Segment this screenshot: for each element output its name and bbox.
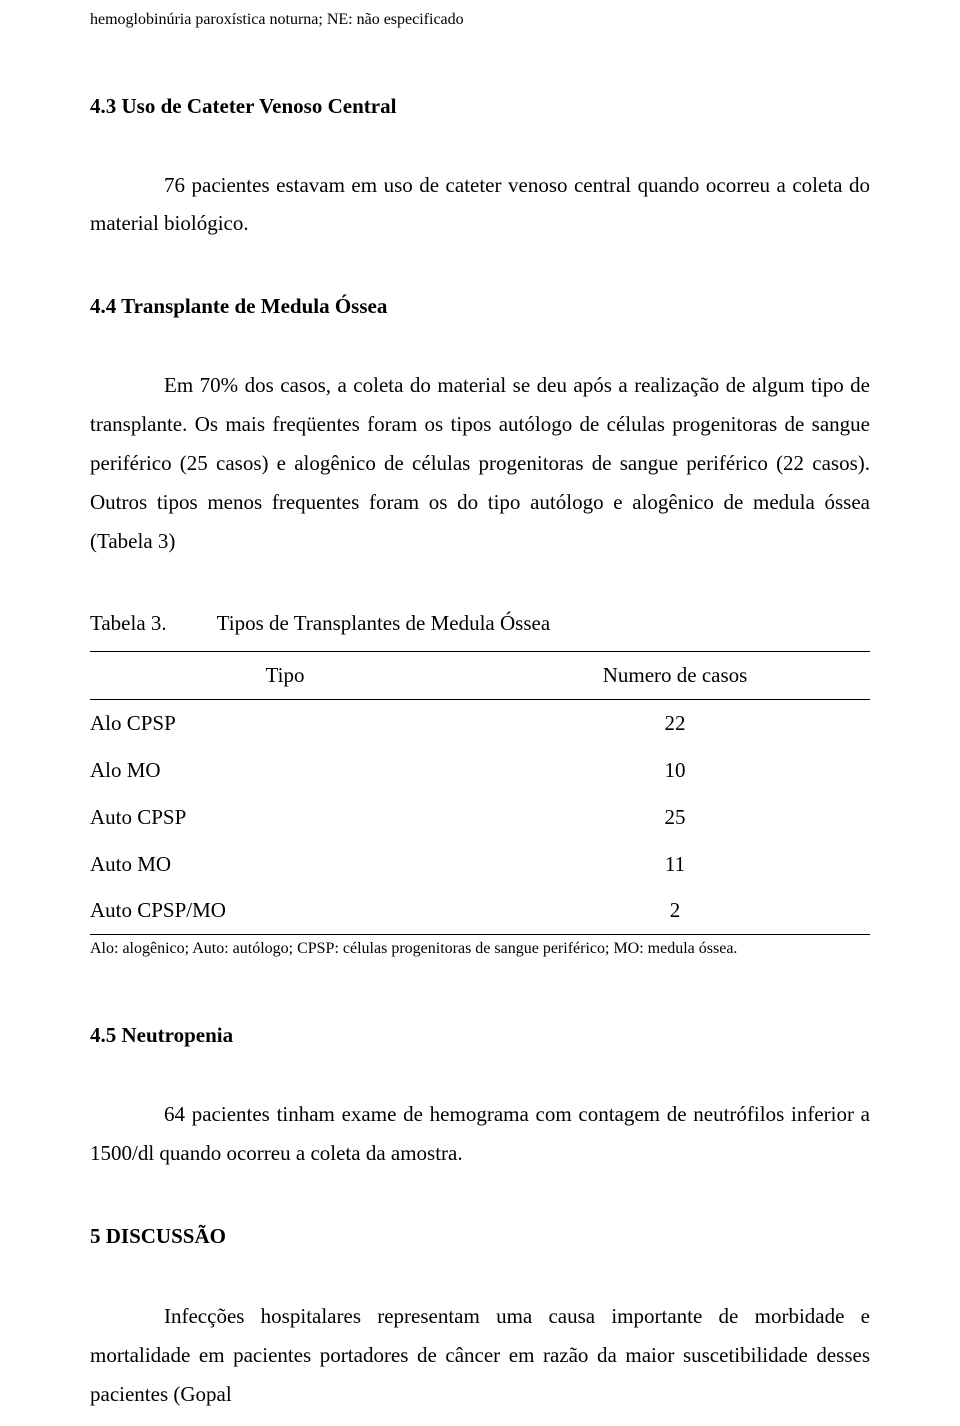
table-3: Tipo Numero de casos Alo CPSP 22 Alo MO … xyxy=(90,651,870,935)
paragraph-4-4: Em 70% dos casos, a coleta do material s… xyxy=(90,366,870,560)
table-3-footnote: Alo: alogênico; Auto: autólogo; CPSP: cé… xyxy=(90,939,870,960)
paragraph-4-3: 76 pacientes estavam em uso de cateter v… xyxy=(90,166,870,244)
paragraph-4-3-text: 76 pacientes estavam em uso de cateter v… xyxy=(90,173,870,236)
cell-num: 25 xyxy=(480,794,870,841)
cell-num: 22 xyxy=(480,700,870,747)
paragraph-5: Infecções hospitalares representam uma c… xyxy=(90,1297,870,1414)
document-page: hemoglobinúria paroxística noturna; NE: … xyxy=(0,0,960,1414)
paragraph-4-5-text: 64 pacientes tinham exame de hemograma c… xyxy=(90,1102,870,1165)
table-row: Auto CPSP/MO 2 xyxy=(90,887,870,934)
cell-type: Auto CPSP xyxy=(90,794,480,841)
paragraph-5-text: Infecções hospitalares representam uma c… xyxy=(90,1304,870,1406)
table-3-caption: Tabela 3. Tipos de Transplantes de Medula… xyxy=(90,604,870,643)
cell-type: Alo CPSP xyxy=(90,700,480,747)
table-row: Alo CPSP 22 xyxy=(90,700,870,747)
cell-type: Auto MO xyxy=(90,841,480,888)
table-header-row: Tipo Numero de casos xyxy=(90,652,870,700)
table-3-title: Tipos de Transplantes de Medula Óssea xyxy=(217,611,550,635)
table-row: Auto CPSP 25 xyxy=(90,794,870,841)
col-header-type: Tipo xyxy=(90,652,480,700)
table-3-label: Tabela 3. xyxy=(90,611,167,635)
heading-5: 5 DISCUSSÃO xyxy=(90,1217,870,1256)
table-row: Auto MO 11 xyxy=(90,841,870,888)
heading-4-5: 4.5 Neutropenia xyxy=(90,1016,870,1055)
paragraph-4-4-text: Em 70% dos casos, a coleta do material s… xyxy=(90,373,870,552)
heading-4-3: 4.3 Uso de Cateter Venoso Central xyxy=(90,87,870,126)
top-footnote: hemoglobinúria paroxística noturna; NE: … xyxy=(90,10,870,31)
paragraph-4-5: 64 pacientes tinham exame de hemograma c… xyxy=(90,1095,870,1173)
heading-4-4: 4.4 Transplante de Medula Óssea xyxy=(90,287,870,326)
cell-type: Alo MO xyxy=(90,747,480,794)
table-row: Alo MO 10 xyxy=(90,747,870,794)
cell-type: Auto CPSP/MO xyxy=(90,887,480,934)
col-header-num: Numero de casos xyxy=(480,652,870,700)
cell-num: 10 xyxy=(480,747,870,794)
cell-num: 2 xyxy=(480,887,870,934)
cell-num: 11 xyxy=(480,841,870,888)
